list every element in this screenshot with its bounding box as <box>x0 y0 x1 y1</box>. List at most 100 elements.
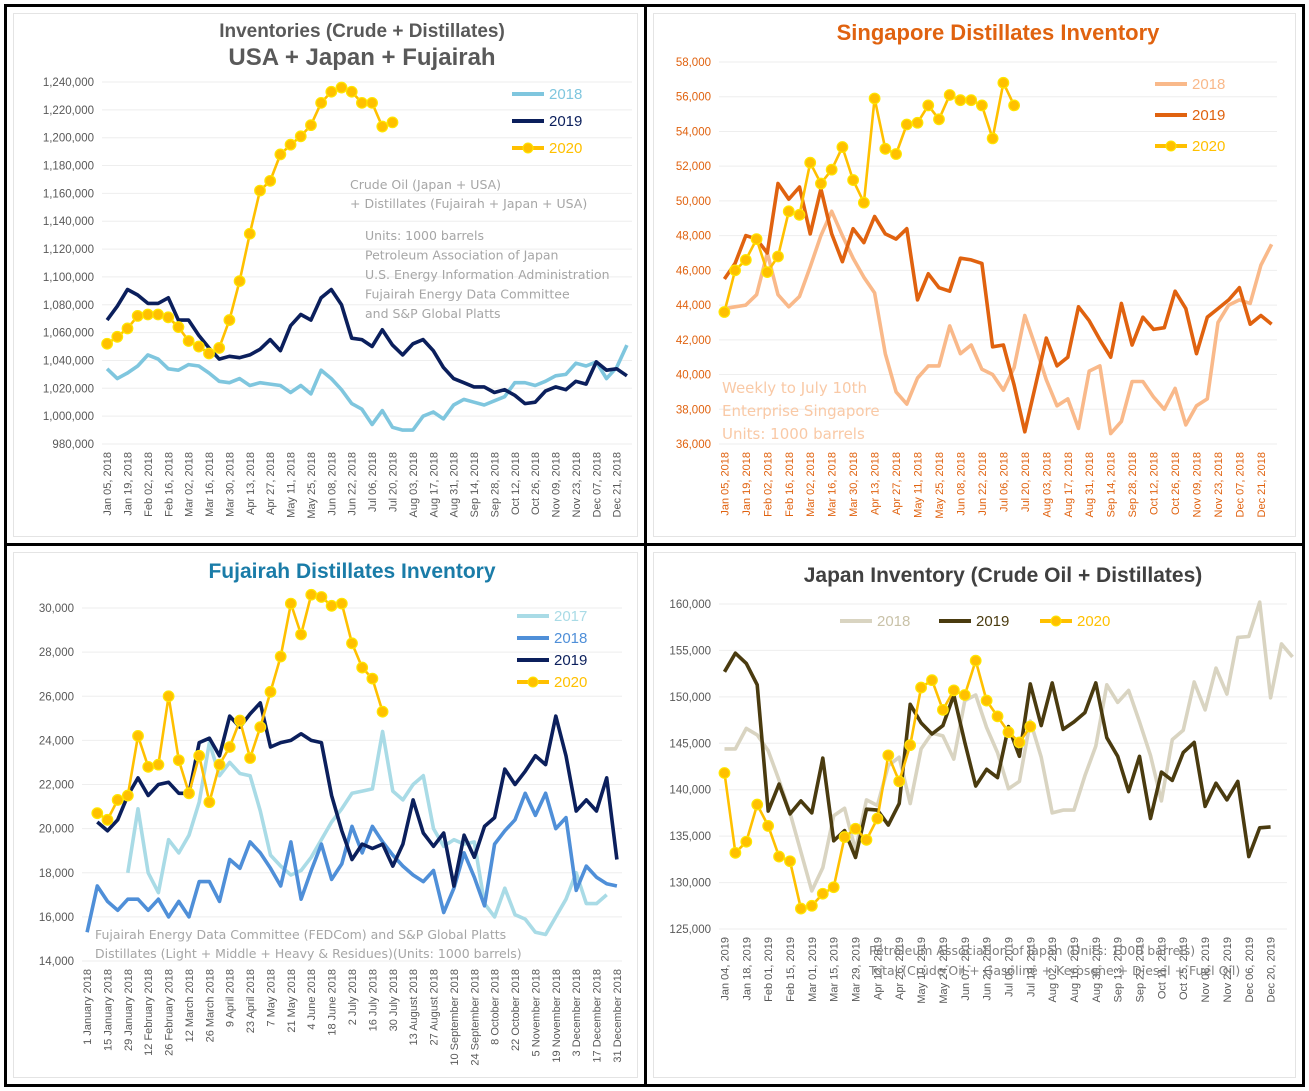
legend: 2018 2019 2020 <box>512 86 582 157</box>
y-tick-label: 54,000 <box>676 126 711 138</box>
x-tick-label: Dec 21, 2018 <box>612 452 624 517</box>
data-point-2020 <box>366 96 378 109</box>
x-tick-label: Mar 01, 2019 <box>807 937 819 1002</box>
x-tick-label: 4 June 2018 <box>306 969 318 1030</box>
data-point-2020 <box>91 807 104 820</box>
x-tick-label: Mar 16, 2018 <box>204 452 216 517</box>
data-point-2020 <box>346 637 358 650</box>
data-point-2020 <box>943 89 956 101</box>
data-point-2020 <box>243 227 256 240</box>
y-tick-label: 44,000 <box>676 300 711 312</box>
data-point-2020 <box>815 177 827 190</box>
chart-title: Fujairah Distillates Inventory <box>208 560 495 583</box>
x-tick-label: 10 September 2018 <box>449 969 461 1066</box>
data-point-2020 <box>838 831 851 843</box>
data-point-2020 <box>926 674 938 687</box>
data-point-2020 <box>101 337 113 350</box>
y-tick-label: 40,000 <box>676 370 711 382</box>
x-tick-label: Nov 09, 2018 <box>1192 452 1204 517</box>
legend-marker-2020 <box>1165 140 1177 152</box>
y-tick-label: 52,000 <box>676 161 711 173</box>
series-line-2019 <box>722 651 1271 860</box>
data-point-2020 <box>986 132 999 145</box>
x-tick-label: Feb 01, 2019 <box>763 937 775 1002</box>
x-tick-label: 18 June 2018 <box>327 969 339 1036</box>
data-point-2020 <box>1002 726 1015 739</box>
data-point-2020 <box>879 142 892 155</box>
chart-panel-usa-japan-fujairah[interactable]: Inventories (Crude + Distillates) USA + J… <box>4 4 647 546</box>
y-tick-label: 46,000 <box>676 265 711 277</box>
x-tick-label: May 24, 2019 <box>938 937 950 1004</box>
data-point-2020 <box>152 308 164 321</box>
x-tick-label: Nov 08, 2019 <box>1200 937 1212 1002</box>
x-tick-label: 13 August 2018 <box>408 969 420 1045</box>
y-tick-label: 1,220,000 <box>43 105 94 117</box>
data-point-2020 <box>933 113 945 126</box>
x-tick-label: Aug 17, 2018 <box>428 452 440 517</box>
data-point-2020 <box>980 694 993 707</box>
data-point-2020 <box>182 335 195 347</box>
x-tick-label: Oct 25, 2019 <box>1178 937 1190 1000</box>
data-point-2020 <box>254 721 267 734</box>
chart-panel-japan-inventory[interactable]: Japan Inventory (Crude Oil + Distillates… <box>644 543 1305 1087</box>
x-tick-label: Oct 26, 2018 <box>530 452 542 515</box>
y-tick-label: 125,000 <box>669 924 711 936</box>
data-point-2020 <box>890 148 902 160</box>
data-point-2020 <box>871 812 884 825</box>
series-2018 <box>105 344 629 432</box>
data-point-2020 <box>172 754 185 767</box>
data-point-2020 <box>254 184 266 197</box>
x-tick-label: Sep 27, 2019 <box>1135 937 1147 1002</box>
x-tick-label: Jun 08, 2018 <box>326 452 338 516</box>
y-tick-label: 26,000 <box>39 691 74 703</box>
annotation-text: Total (Crude Oil + Gasoline + Kerosene +… <box>868 963 1240 978</box>
chart-title: Inventories (Crude + Distillates) <box>219 21 505 42</box>
x-tick-label: Dec 21, 2018 <box>1256 452 1268 517</box>
annotation-text: and S&P Global Platts <box>365 306 501 321</box>
chart-svg: Inventories (Crude + Distillates)USA + J… <box>43 21 632 519</box>
x-tick-label: 31 December 2018 <box>612 969 624 1063</box>
series-line-2019 <box>105 287 628 406</box>
chart-panel-singapore-distillates[interactable]: Singapore Distillates Inventory 36,000 38,… <box>644 4 1305 546</box>
x-tick-label: Jun 07, 2019 <box>960 937 972 1001</box>
data-point-2020 <box>284 138 297 151</box>
series-line-2020 <box>96 593 384 822</box>
data-point-2020 <box>965 94 978 107</box>
x-tick-label: Jan 05, 2018 <box>102 452 114 516</box>
x-tick-label: Jul 20, 2018 <box>387 452 399 512</box>
series-2017 <box>126 729 608 937</box>
x-tick-label: Dec 07, 2018 <box>591 452 603 517</box>
x-tick-label: Mar 30, 2018 <box>224 452 236 517</box>
x-tick-label: 27 August 2018 <box>429 969 441 1045</box>
chart-area <box>653 13 1296 537</box>
y-tick-label: 30,000 <box>39 603 74 615</box>
chart-subtitle: USA + Japan + Fujairah <box>228 44 495 71</box>
x-tick-label: 12 March 2018 <box>184 969 196 1042</box>
data-point-2020 <box>868 92 881 105</box>
annotation-text: Crude Oil (Japan + USA) <box>350 177 501 192</box>
x-tick-label: Nov 09, 2018 <box>551 452 563 517</box>
x-tick-label: 15 January 2018 <box>102 969 114 1051</box>
chart-svg: Japan Inventory (Crude Oil + Distillates… <box>669 564 1294 1004</box>
series-2020 <box>718 654 1037 915</box>
data-point-2020 <box>729 264 741 277</box>
series-2018 <box>85 791 618 933</box>
data-point-2020 <box>192 340 205 353</box>
series-2020 <box>91 588 389 826</box>
data-point-2020 <box>111 330 124 343</box>
chart-panel-fujairah-distillates[interactable]: Fujairah Distillates Inventory 14,000 16,0… <box>4 543 647 1087</box>
data-point-2020 <box>847 174 860 186</box>
data-point-2020 <box>718 306 731 318</box>
data-point-2020 <box>772 250 784 263</box>
x-tick-label: Aug 16, 2019 <box>1069 937 1081 1002</box>
data-point-2020 <box>213 342 226 354</box>
x-tick-label: 26 March 2018 <box>204 969 216 1042</box>
data-point-2020 <box>750 233 763 246</box>
x-tick-label: May 25, 2018 <box>934 452 946 519</box>
x-tick-label: 19 November 2018 <box>551 969 563 1063</box>
y-tick-label: 24,000 <box>39 735 74 747</box>
x-tick-label: Jun 22, 2018 <box>977 452 989 516</box>
y-tick-label: 150,000 <box>669 692 711 704</box>
data-point-2020 <box>294 130 307 143</box>
data-point-2020 <box>969 654 982 667</box>
